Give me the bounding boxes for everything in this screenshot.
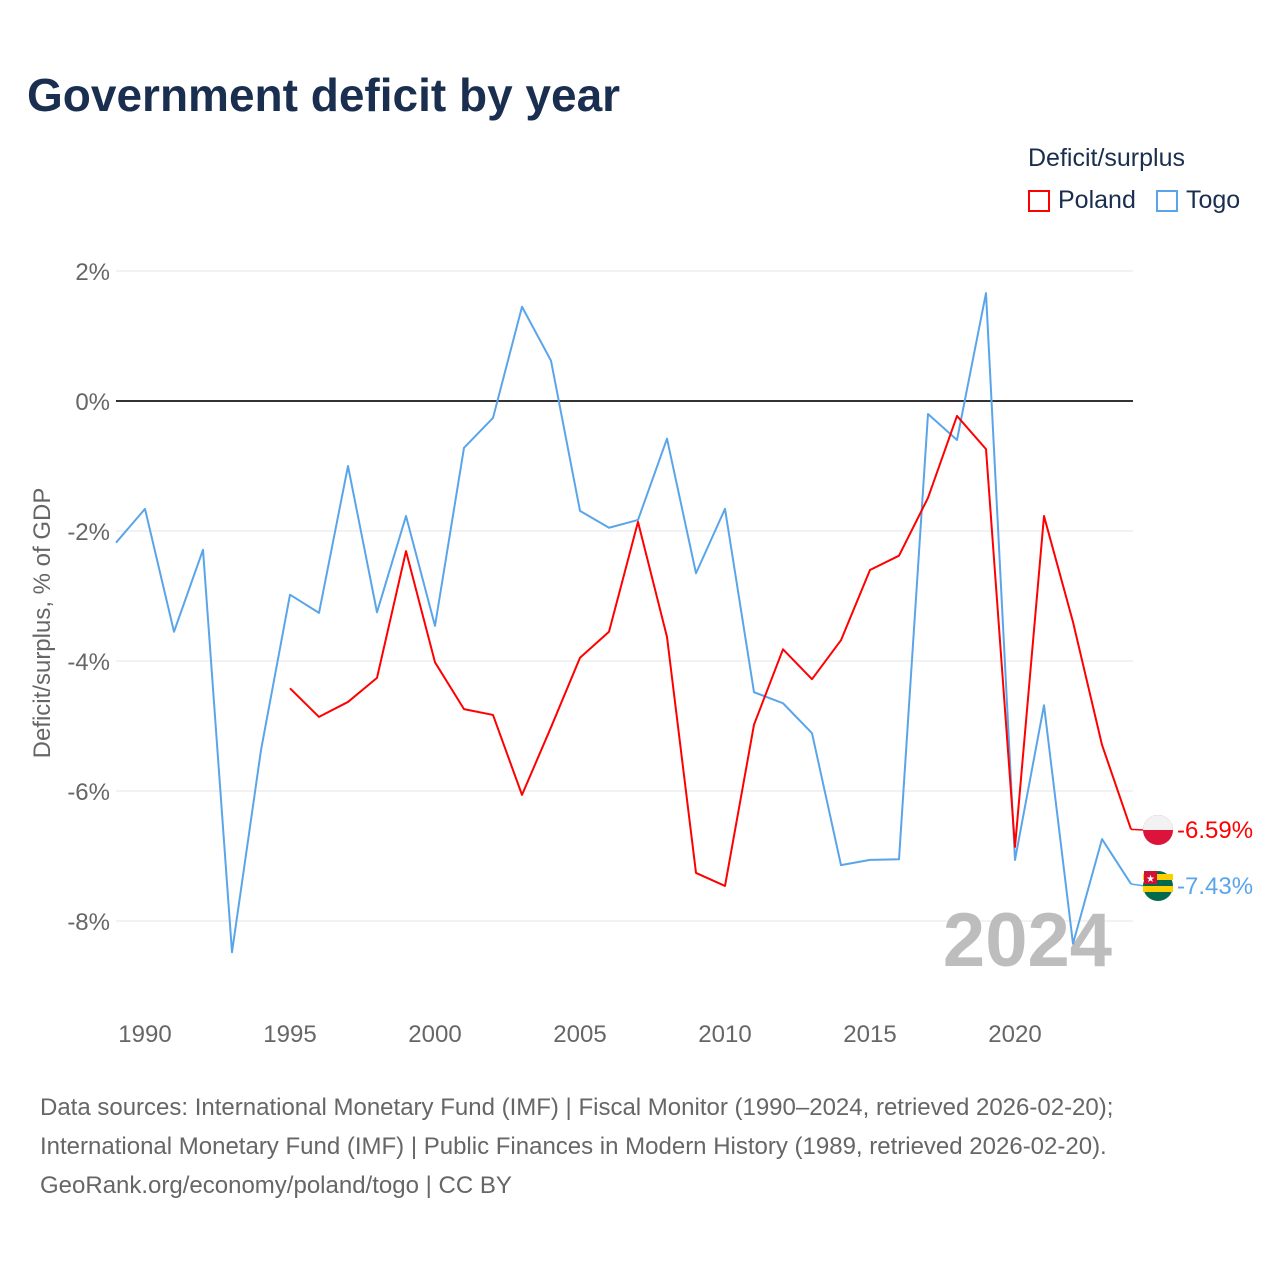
x-tick-label: 1995 <box>263 1021 316 1048</box>
series-line-poland <box>289 414 1132 887</box>
source-line: Data sources: International Monetary Fun… <box>40 1094 1114 1121</box>
flag-togo-stripe <box>1143 874 1173 880</box>
end-value-label-togo: -7.43% <box>1177 873 1253 900</box>
label-connector <box>1130 828 1146 831</box>
y-tick-label: -6% <box>67 779 110 806</box>
label-connector <box>1130 883 1146 887</box>
y-axis-label: Deficit/surplus, % of GDP <box>29 488 56 759</box>
source-line: International Monetary Fund (IMF) | Publ… <box>40 1133 1107 1160</box>
legend-label-togo: Togo <box>1186 186 1241 214</box>
year-watermark: 2024 <box>943 898 1112 983</box>
flag-togo-star: ★ <box>1146 874 1155 885</box>
legend-item-togo[interactable]: Togo <box>1156 186 1240 215</box>
data-sources: Data sources: International Monetary Fun… <box>40 1088 1113 1205</box>
legend-title: Deficit/surplus <box>1028 144 1185 172</box>
x-tick-label: 2005 <box>553 1021 606 1048</box>
legend-label-poland: Poland <box>1058 186 1136 214</box>
x-tick-label: 2000 <box>408 1021 461 1048</box>
flag-togo-stripe <box>1143 886 1173 892</box>
legend-swatch-togo <box>1156 189 1178 212</box>
y-tick-label: -2% <box>67 519 110 546</box>
legend-swatch-poland <box>1028 189 1050 212</box>
y-tick-label: 0% <box>75 389 110 416</box>
x-tick-label: 2020 <box>988 1021 1041 1048</box>
x-tick-label: 1990 <box>118 1021 171 1048</box>
end-value-label-poland: -6.59% <box>1177 817 1253 844</box>
y-tick-label: -8% <box>67 909 110 936</box>
source-link[interactable]: GeoRank.org/economy/poland/togo | CC BY <box>40 1172 512 1199</box>
x-tick-label: 2010 <box>698 1021 751 1048</box>
y-tick-label: 2% <box>75 259 110 286</box>
legend-item-poland[interactable]: Poland <box>1028 186 1136 215</box>
flag-poland-white <box>1143 815 1173 830</box>
y-tick-label: -4% <box>67 649 110 676</box>
x-tick-label: 2015 <box>843 1021 896 1048</box>
chart-title: Government deficit by year <box>27 69 621 121</box>
flag-togo-canton <box>1144 871 1157 884</box>
series-line-togo <box>115 292 1132 954</box>
